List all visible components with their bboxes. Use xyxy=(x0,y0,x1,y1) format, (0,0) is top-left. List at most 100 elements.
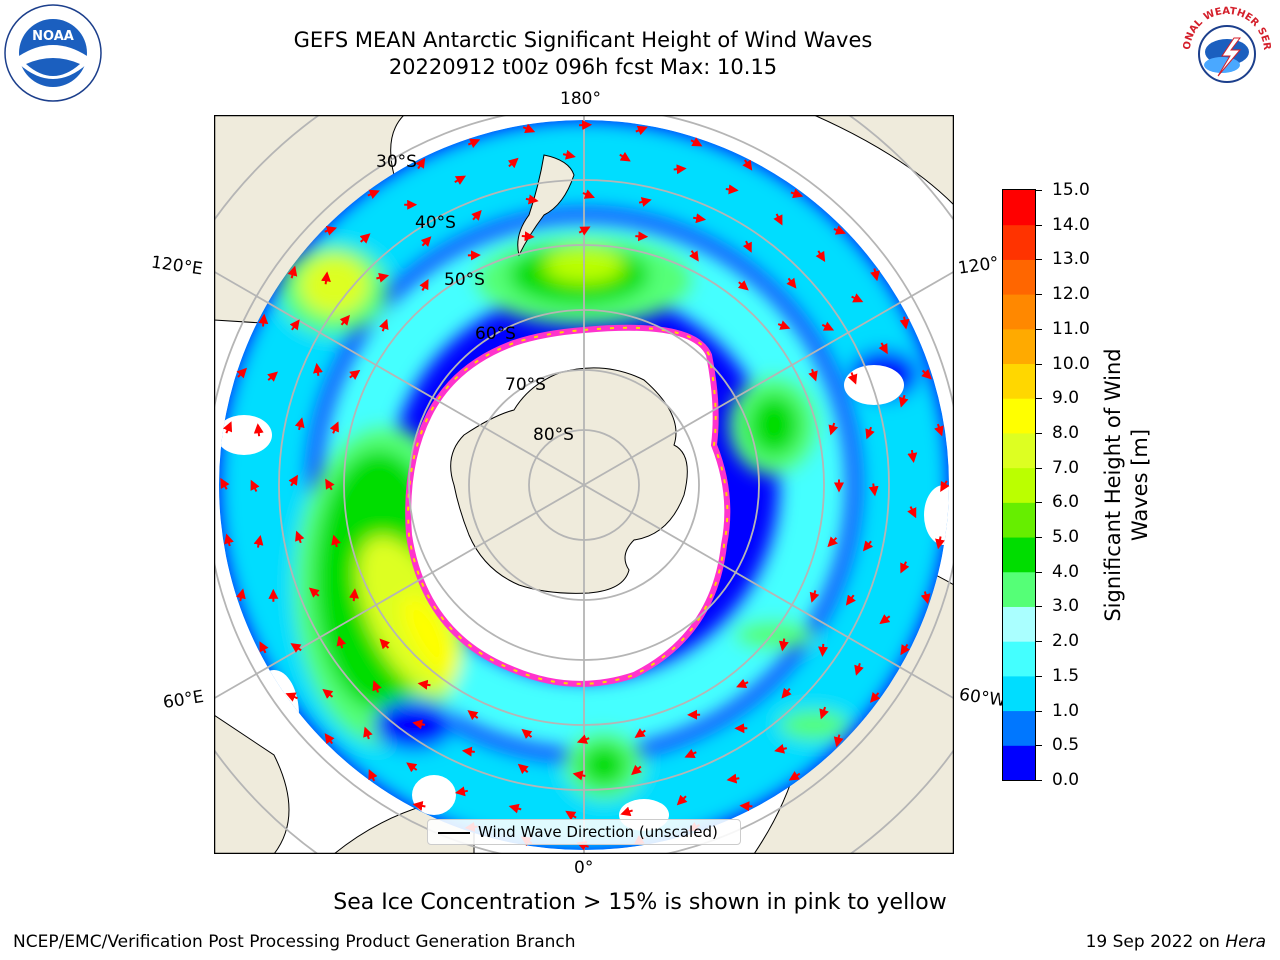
wind-wave-arrow xyxy=(471,210,482,221)
wind-wave-arrow xyxy=(940,480,950,493)
colorbar-tick-mark xyxy=(1036,537,1042,539)
wind-wave-arrow xyxy=(921,368,932,380)
wind-wave-arrow xyxy=(363,726,373,740)
colorbar-tick-label: 1.5 xyxy=(1052,665,1080,686)
lon-label-60w: 60°W xyxy=(957,684,1008,712)
colorbar-tick-mark xyxy=(1036,675,1042,677)
wind-wave-arrow xyxy=(349,588,359,602)
wind-wave-arrow xyxy=(828,422,839,436)
wind-wave-arrow xyxy=(900,643,911,656)
colorbar-segment xyxy=(1003,328,1035,365)
wind-wave-arrow xyxy=(737,280,749,291)
wind-wave-arrow xyxy=(521,231,535,242)
lon-label-0: 0° xyxy=(574,858,594,878)
wind-wave-arrow xyxy=(818,643,829,657)
wind-wave-arrow xyxy=(851,293,864,303)
colorbar-tick-label: 11.0 xyxy=(1052,318,1090,339)
wind-wave-arrow xyxy=(467,138,481,148)
wind-wave-arrow xyxy=(619,151,631,162)
colorbar-tick-mark xyxy=(1036,641,1042,643)
wind-wave-arrow xyxy=(324,226,338,236)
wind-wave-arrow xyxy=(827,536,838,548)
wind-wave-arrow xyxy=(294,417,305,431)
wind-wave-arrow xyxy=(508,803,522,814)
wind-wave-arrow xyxy=(774,743,788,754)
wind-wave-arrow xyxy=(578,226,591,236)
wind-wave-arrow xyxy=(285,692,298,702)
colorbar-segment xyxy=(1003,710,1035,746)
colorbar-tick-label: 7.0 xyxy=(1052,457,1080,478)
colorbar-tick-mark xyxy=(1036,328,1042,330)
colorbar-segment xyxy=(1003,606,1035,642)
colorbar-tick-label: 15.0 xyxy=(1052,180,1090,200)
wind-wave-arrow xyxy=(726,773,740,784)
wind-wave-arrow xyxy=(833,734,844,748)
lat-label-80s: 80°S xyxy=(533,425,574,445)
wind-wave-arrow xyxy=(417,679,431,690)
colorbar-label: Significant Height of Wind Waves [m] xyxy=(1100,325,1154,645)
wind-wave-arrow xyxy=(878,342,888,355)
wind-wave-arrow xyxy=(313,362,323,376)
land-south-america xyxy=(813,115,954,206)
colorbar-tick-label: 0.5 xyxy=(1052,735,1080,756)
wind-wave-arrow xyxy=(865,426,875,440)
colorbar-tick-label: 0.0 xyxy=(1052,770,1080,790)
colorbar-tick-mark xyxy=(1036,259,1042,261)
wind-wave-arrow xyxy=(631,764,642,776)
wind-wave-arrow xyxy=(368,769,378,782)
wind-wave-arrow xyxy=(845,594,856,606)
wind-wave-arrow xyxy=(576,734,590,744)
sea-ice-caption: Sea Ice Concentration > 15% is shown in … xyxy=(333,890,947,915)
wind-wave-arrow xyxy=(322,688,334,699)
wind-wave-arrow xyxy=(620,806,633,817)
wind-wave-arrow xyxy=(339,314,351,326)
wind-wave-arrow xyxy=(517,763,529,775)
wind-wave-arrow xyxy=(808,368,818,382)
wind-wave-arrow xyxy=(781,687,792,699)
wind-wave-arrow xyxy=(412,801,426,811)
wind-wave-arrow xyxy=(870,268,880,282)
lat-label-30s: 30°S xyxy=(376,152,417,172)
wind-wave-arrow xyxy=(833,225,846,235)
wind-wave-arrow xyxy=(419,279,429,291)
wind-wave-arrow xyxy=(253,534,264,548)
lon-label-60e: 60°E xyxy=(161,686,206,714)
colorbar-tick-mark xyxy=(1036,571,1042,573)
wind-wave-arrow xyxy=(288,474,298,487)
wind-wave-arrow xyxy=(236,367,247,379)
wind-wave-arrow xyxy=(899,316,910,330)
wind-wave-arrow xyxy=(690,137,703,147)
wind-wave-arrow xyxy=(331,534,341,548)
wind-wave-arrow xyxy=(854,663,864,676)
lat-label-40s: 40°S xyxy=(415,213,456,233)
colorbar-segment xyxy=(1003,259,1035,295)
land-antarctica xyxy=(450,367,688,594)
wind-wave-arrow xyxy=(308,587,320,598)
wind-wave-arrow xyxy=(461,746,475,757)
wind-wave-arrow xyxy=(693,213,707,224)
wind-wave-arrow xyxy=(689,250,699,262)
wind-wave-arrow xyxy=(295,530,305,544)
wind-wave-arrow xyxy=(454,786,468,797)
wind-wave-arrow xyxy=(869,691,881,703)
colorbar-tick-mark xyxy=(1036,745,1042,747)
colorbar-segment xyxy=(1003,537,1035,573)
colorbar-segment xyxy=(1003,641,1035,677)
colorbar-tick-mark xyxy=(1036,294,1042,296)
wind-wave-arrow xyxy=(815,250,826,263)
wind-wave-arrow xyxy=(454,175,467,185)
wind-wave-arrow xyxy=(725,184,739,195)
colorbar-label-line2: Waves [m] xyxy=(1128,428,1152,542)
lon-label-120e: 120°E xyxy=(149,252,204,280)
footer-date-text: 19 Sep 2022 on xyxy=(1085,932,1226,952)
wind-wave-arrow xyxy=(907,449,918,463)
wind-wave-arrow xyxy=(290,643,302,653)
colorbar-tick-label: 5.0 xyxy=(1052,527,1080,548)
wind-wave-arrow xyxy=(742,159,753,171)
wind-wave-arrow xyxy=(582,189,595,199)
wind-wave-arrow xyxy=(372,680,382,693)
wind-wave-arrow xyxy=(673,164,687,175)
wind-wave-arrow xyxy=(819,706,829,720)
colorbar-tick-label: 9.0 xyxy=(1052,388,1080,409)
colorbar-tick-label: 4.0 xyxy=(1052,561,1080,582)
